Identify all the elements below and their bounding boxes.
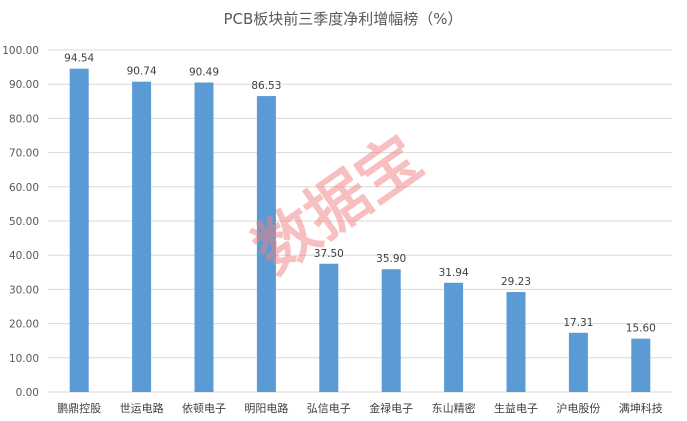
bar — [194, 82, 214, 392]
x-tick-label: 满坤科技 — [619, 401, 663, 415]
x-tick-label: 明阳电路 — [244, 402, 288, 415]
x-tick-label: 世运电路 — [120, 402, 164, 415]
data-label: 94.54 — [64, 53, 94, 65]
data-labels: 94.54 90.74 90.49 86.53 37.50 35.90 31.94 29.23… — [64, 53, 656, 335]
data-label: 86.53 — [251, 80, 281, 92]
y-axis: 0.00 10.00 20.00 30.00 40.00 50.00 60.00 70.00 8… — [2, 45, 39, 399]
chart-title: PCB板块前三季度净利增幅榜（%） — [223, 10, 462, 28]
y-tick-label: 80.00 — [9, 113, 39, 125]
y-tick-label: 100.00 — [2, 45, 39, 57]
gridlines — [48, 49, 672, 393]
x-tick-label: 东山精密 — [432, 401, 476, 415]
x-tick-label: 沪电股份 — [556, 401, 600, 415]
bar — [444, 282, 464, 392]
y-tick-label: 20.00 — [9, 319, 39, 331]
bar — [132, 81, 152, 393]
x-tick-label: 依顿电子 — [182, 401, 226, 415]
data-label: 31.94 — [439, 267, 469, 279]
x-tick-label: 鹏鼎控股 — [57, 401, 101, 415]
bar — [631, 338, 651, 392]
bar — [506, 292, 526, 392]
data-label: 37.50 — [314, 248, 344, 260]
y-tick-label: 60.00 — [9, 182, 39, 194]
bar — [381, 269, 401, 392]
y-tick-label: 30.00 — [9, 284, 39, 296]
data-label: 15.60 — [626, 323, 656, 335]
y-tick-label: 70.00 — [9, 148, 39, 160]
data-label: 90.49 — [189, 67, 219, 79]
x-tick-label: 弘信电子 — [307, 402, 351, 415]
y-tick-label: 0.00 — [16, 387, 39, 399]
y-tick-label: 90.00 — [9, 79, 39, 91]
data-label: 35.90 — [376, 253, 406, 265]
bar — [568, 332, 588, 392]
x-tick-label: 金禄电子 — [369, 401, 413, 415]
bar — [256, 96, 276, 393]
x-tick-label: 生益电子 — [494, 401, 538, 415]
y-tick-label: 50.00 — [9, 216, 39, 228]
bars — [69, 68, 651, 393]
data-label: 90.74 — [127, 66, 157, 78]
bar — [69, 68, 89, 392]
data-label: 17.31 — [563, 317, 593, 329]
y-tick-label: 10.00 — [9, 353, 39, 365]
bar — [319, 263, 339, 392]
x-axis: 鹏鼎控股 世运电路 依顿电子 明阳电路 弘信电子 金禄电子 东山精密 生益电子 沪电股份 满坤科技 — [57, 401, 663, 415]
y-tick-label: 40.00 — [9, 250, 39, 262]
data-label: 29.23 — [501, 276, 531, 288]
